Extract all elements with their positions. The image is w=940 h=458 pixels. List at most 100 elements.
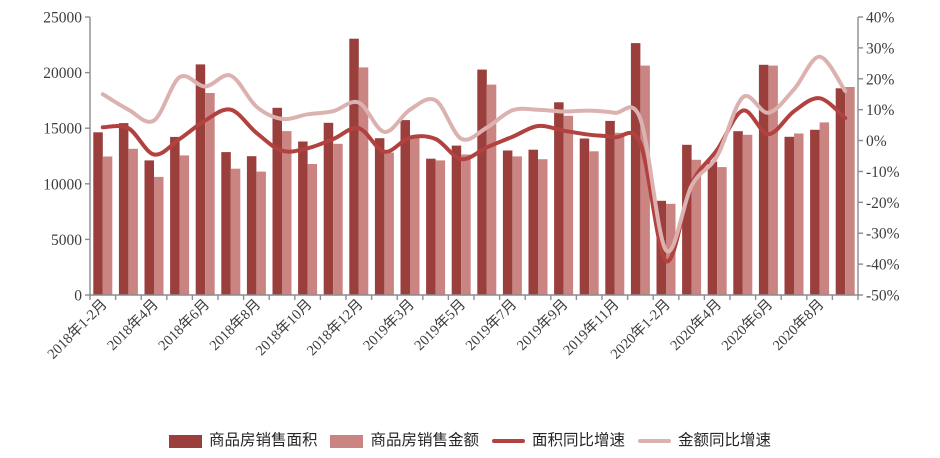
legend-label: 金额同比增速 xyxy=(678,432,772,449)
y-right-tick-label: -30% xyxy=(866,226,900,243)
bar-sales-amount-6 xyxy=(256,171,266,295)
y-right-tick-label: 20% xyxy=(866,71,895,88)
bar-sales-amount-8 xyxy=(307,164,318,295)
bar-sales-amount-2 xyxy=(154,176,164,295)
legend-item-sales-area: 商品房销售面积 xyxy=(168,431,318,451)
y-left-tick-label: 25000 xyxy=(43,10,82,27)
bar-sales-amount-18 xyxy=(563,115,574,295)
y-left-tick-label: 15000 xyxy=(43,121,82,138)
line-amount-yoy-growth xyxy=(100,54,848,254)
bar-sales-amount-15 xyxy=(486,84,497,295)
bar-sales-area-23 xyxy=(682,144,692,295)
bar-sales-amount-27 xyxy=(794,133,804,295)
bar-sales-area-27 xyxy=(784,136,794,295)
y-right-tick-label: 30% xyxy=(866,40,895,57)
bar-sales-area-0 xyxy=(93,132,103,295)
bar-sales-area-10 xyxy=(349,38,359,295)
bar-sales-area-3 xyxy=(170,136,180,295)
bar-sales-area-7 xyxy=(272,107,282,295)
bar-sales-area-5 xyxy=(221,152,231,295)
bar-sales-area-15 xyxy=(477,69,487,295)
x-tick-label: 2018年6月 xyxy=(155,296,213,354)
bar-sales-area-11 xyxy=(374,138,385,295)
y-left-tick-label: 10000 xyxy=(43,176,82,193)
bar-sales-area-1 xyxy=(118,123,129,295)
y-left-tick-label: 20000 xyxy=(43,65,82,82)
bar-sales-area-21 xyxy=(630,43,641,295)
bar-sales-area-18 xyxy=(554,102,564,295)
bar-sales-amount-4 xyxy=(205,93,215,295)
bar-sales-area-6 xyxy=(246,156,257,295)
legend-label: 商品房销售金额 xyxy=(370,432,479,449)
bar-sales-amount-19 xyxy=(589,151,599,295)
x-tick-label: 2020年6月 xyxy=(718,296,776,354)
bar-sales-area-24 xyxy=(707,161,718,295)
bar-sales-amount-29 xyxy=(845,87,855,295)
bar-sales-amount-17 xyxy=(538,159,548,295)
bar-sales-area-20 xyxy=(605,120,615,296)
bar-sales-amount-9 xyxy=(333,143,343,295)
y-right-tick-label: 0% xyxy=(866,133,887,150)
bar-sales-area-9 xyxy=(323,122,334,295)
bar-sales-amount-1 xyxy=(128,148,138,295)
bar-sales-area-25 xyxy=(733,131,743,295)
legend-line-swatch xyxy=(492,438,525,444)
bar-sales-amount-3 xyxy=(179,155,190,295)
bar-sales-area-29 xyxy=(835,88,846,295)
x-tick-label: 2020年4月 xyxy=(667,296,725,354)
bar-sales-amount-25 xyxy=(742,134,753,295)
x-tick-label: 2019年5月 xyxy=(411,296,469,354)
y-right-tick-label: 40% xyxy=(866,10,895,27)
legend-item-amount-yoy-growth: 金额同比增速 xyxy=(638,431,771,451)
bar-sales-area-13 xyxy=(426,158,436,295)
bar-sales-amount-7 xyxy=(282,131,292,295)
bar-sales-area-26 xyxy=(758,64,769,295)
bar-sales-amount-26 xyxy=(768,65,778,295)
bar-sales-amount-24 xyxy=(717,167,727,295)
bar-sales-area-16 xyxy=(502,150,513,295)
combo-chart: 0 5000 10000 15000 20000 25000 40% 30% 20% 10% 0% -… xyxy=(43,10,900,363)
line-area-yoy-growth xyxy=(100,96,848,264)
bar-sales-amount-20 xyxy=(614,132,625,295)
legend-line-swatch xyxy=(638,438,672,444)
bar-sales-amount-21 xyxy=(640,65,650,295)
legend-bar-swatch xyxy=(168,434,202,448)
bar-sales-amount-11 xyxy=(384,152,394,295)
bar-sales-amount-5 xyxy=(230,168,241,295)
x-tick-label: 2020年8月 xyxy=(769,296,827,354)
y-left-tick-label: 0 xyxy=(74,288,82,305)
bar-sales-amount-14 xyxy=(461,154,471,295)
legend-label: 面积同比增速 xyxy=(532,432,626,449)
bar-sales-area-8 xyxy=(298,141,308,295)
bar-sales-amount-16 xyxy=(512,156,522,295)
bar-sales-area-28 xyxy=(810,129,820,295)
legend-item-sales-amount: 商品房销售金额 xyxy=(330,431,479,451)
bar-sales-area-2 xyxy=(144,160,154,295)
y-right-tick-label: 10% xyxy=(866,102,895,119)
bar-sales-amount-23 xyxy=(691,159,702,295)
bar-sales-amount-28 xyxy=(819,122,830,296)
bar-sales-area-4 xyxy=(195,64,206,296)
x-tick-label: 2019年7月 xyxy=(462,296,520,354)
bar-sales-area-14 xyxy=(451,145,462,295)
bar-sales-amount-13 xyxy=(435,160,446,295)
y-right-tick-label: -10% xyxy=(866,164,900,181)
y-right-tick-label: -20% xyxy=(866,195,900,212)
y-right-tick-label: -50% xyxy=(866,288,900,305)
legend-label: 商品房销售面积 xyxy=(208,432,318,449)
bar-sales-amount-12 xyxy=(410,136,420,295)
chart-legend: 商品房销售面积 商品房销售金额 面积同比增速 金额同比增速 xyxy=(0,431,940,451)
x-tick-label: 2019年3月 xyxy=(360,296,418,354)
y-right-tick-label: -40% xyxy=(866,257,900,274)
x-tick-label: 2018年1-2月 xyxy=(44,296,111,363)
y-left-tick-label: 5000 xyxy=(51,232,82,249)
legend-bar-swatch xyxy=(330,434,364,448)
bar-sales-amount-10 xyxy=(358,67,369,296)
x-tick-label: 2018年4月 xyxy=(104,296,162,354)
bar-sales-area-12 xyxy=(400,120,410,295)
bar-sales-area-19 xyxy=(579,138,590,295)
bar-sales-area-17 xyxy=(528,149,538,295)
bar-sales-amount-0 xyxy=(102,156,113,295)
legend-item-area-yoy-growth: 面积同比增速 xyxy=(492,431,625,451)
